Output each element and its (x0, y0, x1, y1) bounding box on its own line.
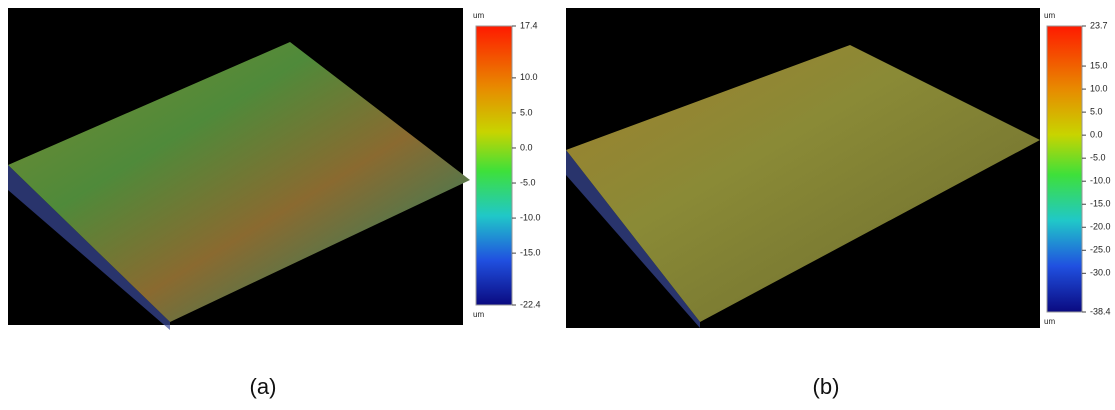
tick-label: 15.0 (1090, 60, 1108, 70)
tick-label: -30.0 (1090, 268, 1111, 278)
tick-label: -15.0 (1090, 199, 1111, 209)
tick-label: -22.4 (520, 299, 541, 309)
tick-label: -15.0 (520, 248, 541, 258)
tick-label: 5.0 (1090, 106, 1103, 116)
caption: (a) (250, 374, 277, 399)
tick-label: -5.0 (1090, 153, 1106, 163)
colorbar (475, 25, 513, 306)
tick-label: -10.0 (520, 212, 541, 222)
colorbar-unit: um (1044, 317, 1055, 326)
tick-label: -25.0 (1090, 245, 1111, 255)
tick-label: 17.4 (520, 20, 538, 30)
surface-side (566, 150, 700, 328)
tick-label: -38.4 (1090, 306, 1111, 316)
colorbar (1046, 25, 1083, 313)
colorbar-unit: um (473, 11, 484, 20)
tick-label: 0.0 (520, 142, 533, 152)
surface (566, 45, 1040, 322)
tick-label: -10.0 (1090, 176, 1111, 186)
surface-side (8, 165, 170, 330)
tick-label: 10.0 (1090, 83, 1108, 93)
tick-label: 5.0 (520, 107, 533, 117)
tick-label: 10.0 (520, 72, 538, 82)
tick-label: 0.0 (1090, 130, 1103, 140)
colorbar-unit: um (1044, 11, 1055, 20)
tick-label: 23.7 (1090, 20, 1108, 30)
tick-label: -20.0 (1090, 222, 1111, 232)
surface (8, 42, 470, 322)
tick-label: -5.0 (520, 177, 536, 187)
colorbar-unit: um (473, 310, 484, 319)
caption: (b) (813, 374, 840, 399)
